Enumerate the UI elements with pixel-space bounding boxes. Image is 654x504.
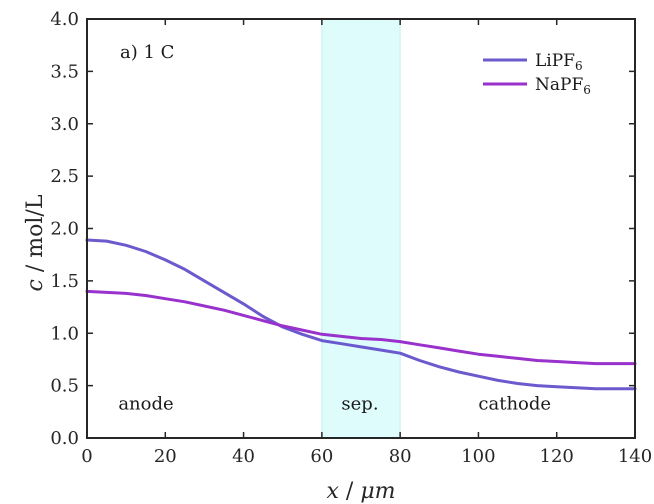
region-label-cathode: cathode bbox=[478, 394, 551, 415]
y-tick-label: 2.5 bbox=[50, 166, 79, 187]
x-tick-label: 120 bbox=[540, 446, 574, 467]
series-line-napf6 bbox=[85, 289, 637, 366]
x-tick-label: 100 bbox=[461, 446, 495, 467]
x-tick-label: 0 bbox=[81, 446, 92, 467]
region-label-anode: anode bbox=[118, 394, 173, 415]
region-label-sep: sep. bbox=[341, 394, 378, 415]
y-tick-label: 0.5 bbox=[50, 376, 79, 397]
separator-region bbox=[321, 18, 401, 439]
x-tick-label: 80 bbox=[389, 446, 412, 467]
y-tick-label: 1.5 bbox=[50, 271, 79, 292]
series-line-lipf6 bbox=[85, 238, 637, 391]
x-axis-title: x / μm bbox=[327, 479, 396, 504]
y-tick-label: 2.0 bbox=[50, 219, 79, 240]
y-tick-label: 1.0 bbox=[50, 323, 79, 344]
y-tick-label: 4.0 bbox=[50, 9, 79, 30]
x-tick-label: 20 bbox=[154, 446, 177, 467]
legend-label: LiPF6 bbox=[535, 51, 583, 73]
y-tick-label: 3.0 bbox=[50, 114, 79, 135]
x-tick-label: 60 bbox=[310, 446, 333, 467]
y-tick-label: 0.0 bbox=[50, 428, 79, 449]
y-axis-title: c / mol/L bbox=[23, 194, 48, 291]
x-tick-label: 40 bbox=[232, 446, 255, 467]
y-tick-label: 3.5 bbox=[50, 61, 79, 82]
panel-title: a) 1 C bbox=[120, 42, 174, 63]
legend-label: NaPF6 bbox=[535, 75, 591, 97]
x-tick-label: 140 bbox=[618, 446, 652, 467]
